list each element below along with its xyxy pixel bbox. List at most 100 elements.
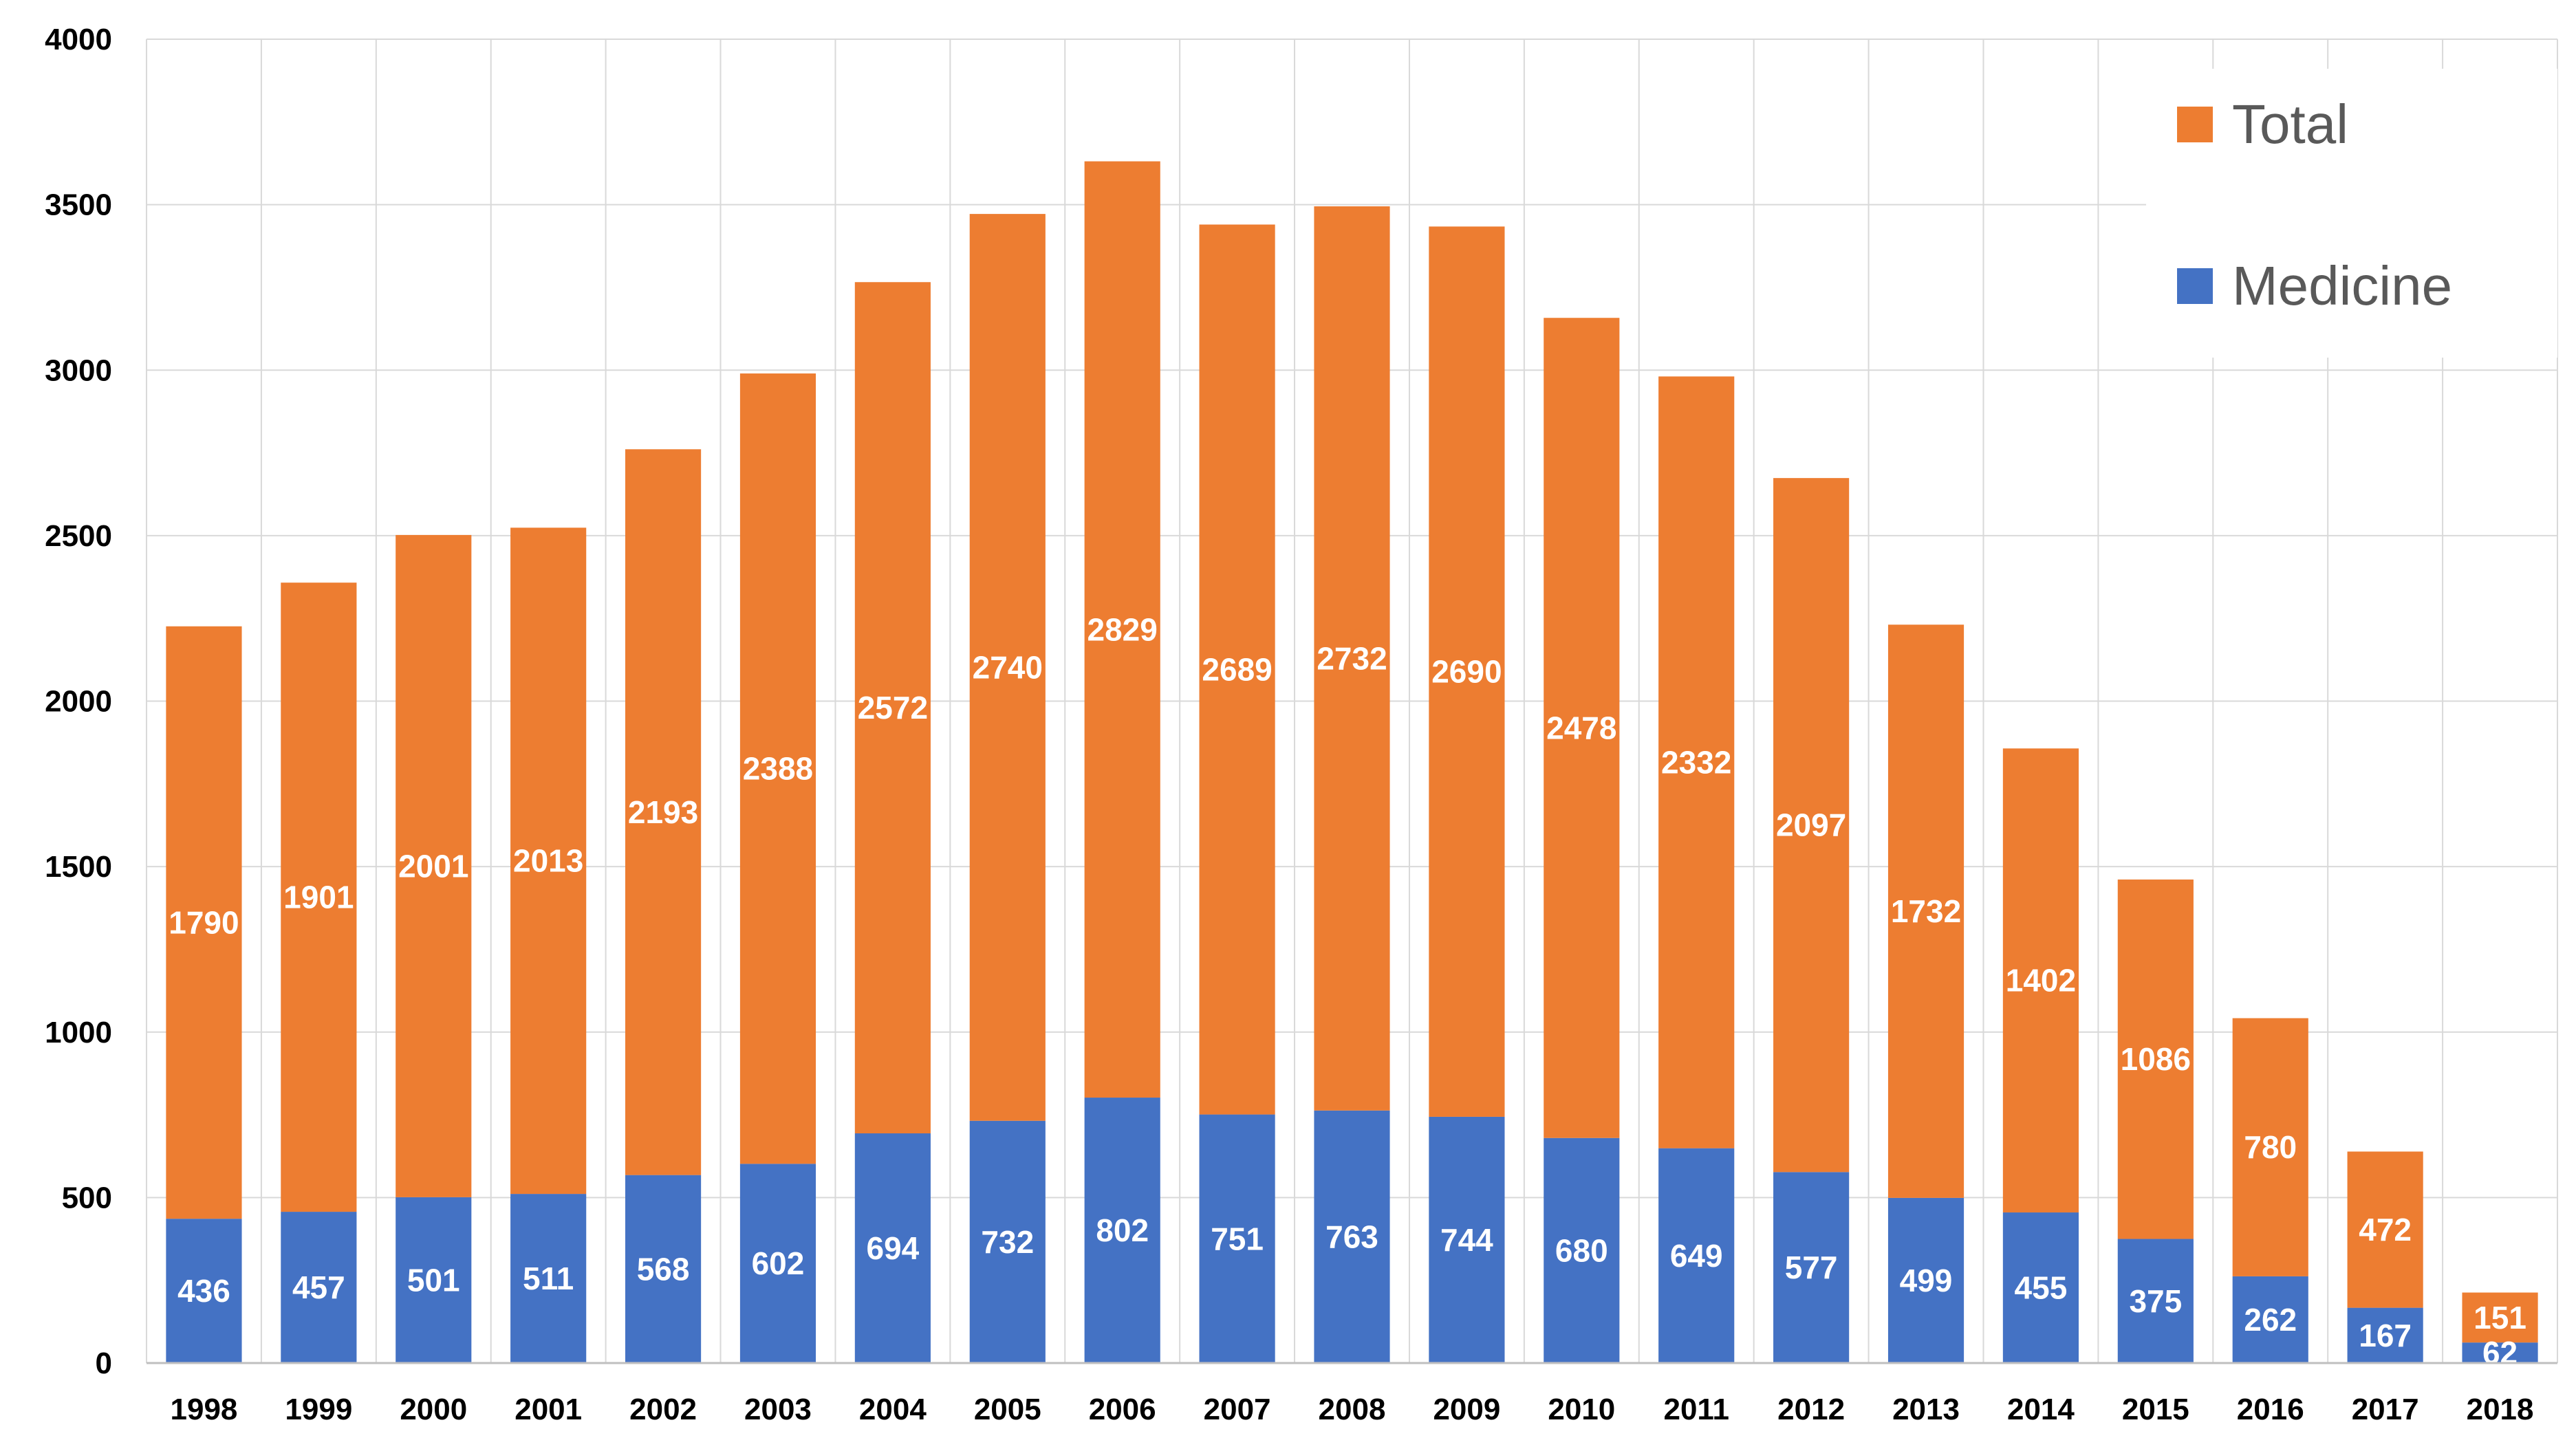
data-label-medicine-2016: 262 — [2244, 1302, 2297, 1338]
bar-medicine-2014 — [2002, 1212, 2079, 1363]
bar-total-2008 — [1314, 206, 1390, 1111]
bar-medicine-2016 — [2232, 1276, 2308, 1363]
x-tick-label: 2003 — [744, 1393, 812, 1426]
data-label-total-2017: 472 — [2359, 1212, 2412, 1248]
y-tick-label: 2000 — [45, 685, 112, 719]
data-label-total-2004: 2572 — [858, 690, 928, 726]
data-label-medicine-2002: 568 — [637, 1251, 690, 1287]
bar-total-2013 — [1887, 624, 1965, 1198]
data-labels: 436 1790 457 1901 501 2001 511 2013 568 2193 602 23… — [169, 611, 2526, 1371]
data-label-total-2010: 2478 — [1546, 710, 1616, 745]
data-label-total-2009: 2690 — [1431, 654, 1502, 690]
bar-medicine-2018 — [2462, 1342, 2538, 1363]
y-tick-label: 1500 — [45, 850, 112, 884]
data-label-medicine-2018: 62 — [2482, 1335, 2518, 1371]
data-label-total-2014: 1402 — [2006, 963, 2076, 999]
axes: 0 500 1000 1500 2000 2500 3000 3500 4000 1998 1999… — [45, 23, 2557, 1426]
y-tick-label: 3500 — [45, 188, 112, 222]
x-tick-label: 2000 — [400, 1393, 467, 1426]
bar-medicine-2012 — [1773, 1172, 1850, 1363]
x-tick-label: 2011 — [1663, 1393, 1729, 1426]
bar-medicine-2015 — [2117, 1239, 2194, 1363]
bar-total-2018 — [2462, 1292, 2538, 1343]
bar-total-2009 — [1429, 226, 1505, 1117]
data-label-medicine-2017: 167 — [2359, 1318, 2412, 1353]
x-tick-label: 2014 — [2007, 1393, 2075, 1426]
data-label-medicine-2014: 455 — [2015, 1270, 2068, 1306]
bar-medicine-2000 — [396, 1197, 472, 1363]
bar-medicine-2006 — [1084, 1098, 1160, 1363]
data-label-medicine-2015: 375 — [2129, 1283, 2182, 1319]
data-label-total-2008: 2732 — [1317, 640, 1387, 676]
data-label-medicine-2010: 680 — [1555, 1232, 1608, 1268]
bar-medicine-2005 — [969, 1120, 1046, 1363]
bar-medicine-2001 — [510, 1194, 587, 1363]
data-label-total-2001: 2013 — [513, 843, 583, 879]
bar-medicine-2009 — [1429, 1116, 1505, 1363]
x-tick-label: 2012 — [1777, 1393, 1845, 1426]
bar-medicine-1998 — [166, 1219, 242, 1363]
bar-medicine-2002 — [625, 1175, 702, 1363]
y-tick-label: 500 — [62, 1181, 112, 1214]
data-label-total-2003: 2388 — [743, 751, 813, 787]
data-label-total-2006: 2829 — [1087, 611, 1158, 647]
data-label-total-2015: 1086 — [2121, 1041, 2191, 1077]
bar-total-2000 — [396, 534, 472, 1197]
bar-medicine-2004 — [854, 1133, 931, 1363]
bar-total-2006 — [1084, 161, 1160, 1098]
data-label-total-2013: 1732 — [1891, 893, 1961, 929]
data-label-total-1998: 1790 — [169, 904, 239, 940]
x-tick-label: 2008 — [1319, 1393, 1386, 1426]
x-tick-label: 2006 — [1089, 1393, 1156, 1426]
x-tick-label: 2001 — [515, 1393, 582, 1426]
y-tick-label: 1000 — [45, 1016, 112, 1049]
bar-total-2004 — [854, 282, 931, 1134]
x-tick-label: 1999 — [285, 1393, 352, 1426]
bar-medicine-2011 — [1658, 1148, 1735, 1363]
x-tick-label: 1998 — [171, 1393, 238, 1426]
bars — [166, 161, 2538, 1363]
x-tick-label: 2009 — [1433, 1393, 1500, 1426]
data-label-medicine-2012: 577 — [1785, 1250, 1838, 1285]
data-label-medicine-2005: 732 — [981, 1224, 1034, 1260]
bar-medicine-2003 — [739, 1164, 816, 1363]
x-tick-label: 2005 — [974, 1393, 1041, 1426]
data-label-medicine-2007: 751 — [1211, 1221, 1264, 1256]
x-tick-label: 2017 — [2352, 1393, 2419, 1426]
bar-total-2001 — [510, 527, 587, 1195]
x-tick-label: 2016 — [2237, 1393, 2304, 1426]
legend-background — [2146, 69, 2557, 358]
bar-total-2014 — [2002, 748, 2079, 1213]
bar-total-1998 — [166, 626, 242, 1219]
bar-medicine-2010 — [1544, 1137, 1620, 1363]
data-label-total-2016: 780 — [2244, 1129, 2297, 1165]
data-label-medicine-2013: 499 — [1900, 1263, 1953, 1298]
data-label-medicine-2006: 802 — [1096, 1212, 1149, 1248]
data-label-total-2002: 2193 — [628, 794, 698, 830]
bar-total-2003 — [739, 373, 816, 1164]
bar-total-2010 — [1544, 318, 1620, 1138]
x-tick-label: 2013 — [1892, 1393, 1960, 1426]
legend-label-total: Total — [2232, 94, 2348, 155]
data-label-medicine-2009: 744 — [1440, 1222, 1493, 1258]
bar-medicine-2017 — [2347, 1307, 2423, 1363]
bar-total-2017 — [2347, 1151, 2423, 1308]
data-label-medicine-1999: 457 — [292, 1270, 345, 1305]
data-label-medicine-2011: 649 — [1670, 1238, 1723, 1274]
data-label-total-2018: 151 — [2474, 1300, 2526, 1336]
data-label-total-2000: 2001 — [398, 848, 468, 884]
y-tick-label: 2500 — [45, 519, 112, 553]
x-tick-label: 2007 — [1204, 1393, 1271, 1426]
data-label-medicine-1998: 436 — [177, 1273, 230, 1309]
data-label-medicine-2008: 763 — [1325, 1219, 1378, 1254]
data-label-medicine-2003: 602 — [752, 1245, 805, 1281]
data-label-medicine-2000: 501 — [407, 1262, 460, 1298]
bar-total-2016 — [2232, 1018, 2308, 1276]
data-label-medicine-2004: 694 — [867, 1230, 920, 1266]
bar-medicine-1999 — [281, 1212, 357, 1363]
data-label-total-2007: 2689 — [1202, 652, 1272, 688]
x-tick-label: 2002 — [629, 1393, 697, 1426]
data-label-total-2005: 2740 — [973, 649, 1043, 685]
